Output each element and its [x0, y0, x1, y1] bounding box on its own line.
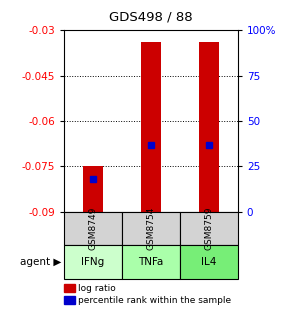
Text: GSM8754: GSM8754 [146, 207, 155, 250]
Text: TNFa: TNFa [138, 257, 164, 267]
Text: GSM8759: GSM8759 [204, 207, 213, 250]
Text: GSM8749: GSM8749 [88, 207, 97, 250]
Text: agent ▶: agent ▶ [19, 257, 61, 267]
Text: log ratio: log ratio [78, 284, 116, 293]
Bar [83, 166, 103, 212]
Bar [141, 42, 161, 212]
Text: GDS498 / 88: GDS498 / 88 [109, 10, 193, 24]
Text: percentile rank within the sample: percentile rank within the sample [78, 296, 231, 304]
Text: IFNg: IFNg [81, 257, 104, 267]
Bar [199, 42, 219, 212]
Text: IL4: IL4 [201, 257, 217, 267]
